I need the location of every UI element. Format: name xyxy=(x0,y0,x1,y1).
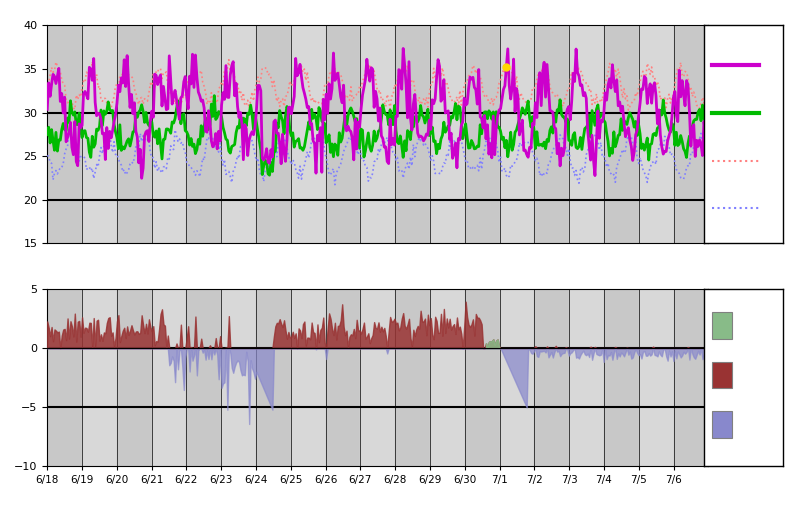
Bar xyxy=(674,25,708,243)
Bar xyxy=(47,289,82,466)
Bar xyxy=(360,25,395,243)
Bar xyxy=(569,25,604,243)
FancyBboxPatch shape xyxy=(712,412,732,438)
Bar xyxy=(290,25,326,243)
Bar xyxy=(360,289,395,466)
Bar xyxy=(639,25,674,243)
Bar xyxy=(430,289,465,466)
Bar xyxy=(152,289,187,466)
Bar xyxy=(500,25,534,243)
Bar xyxy=(221,25,256,243)
FancyBboxPatch shape xyxy=(712,362,732,388)
Bar xyxy=(604,289,639,466)
Bar xyxy=(500,289,534,466)
Bar xyxy=(221,289,256,466)
Bar xyxy=(116,289,152,466)
Bar xyxy=(82,289,116,466)
Bar xyxy=(187,289,221,466)
Bar xyxy=(639,289,674,466)
Bar xyxy=(47,25,82,243)
Bar xyxy=(674,289,708,466)
Bar xyxy=(187,25,221,243)
FancyBboxPatch shape xyxy=(712,312,732,339)
Bar xyxy=(290,289,326,466)
Bar xyxy=(569,289,604,466)
Bar xyxy=(465,289,500,466)
Bar xyxy=(604,25,639,243)
Bar xyxy=(534,25,569,243)
Bar xyxy=(116,25,152,243)
Bar xyxy=(256,25,290,243)
Bar xyxy=(534,289,569,466)
Bar xyxy=(430,25,465,243)
Bar xyxy=(326,289,360,466)
Bar xyxy=(152,25,187,243)
Bar xyxy=(465,25,500,243)
Bar xyxy=(256,289,290,466)
Bar xyxy=(395,25,430,243)
Bar xyxy=(82,25,116,243)
Bar xyxy=(326,25,360,243)
Bar xyxy=(395,289,430,466)
